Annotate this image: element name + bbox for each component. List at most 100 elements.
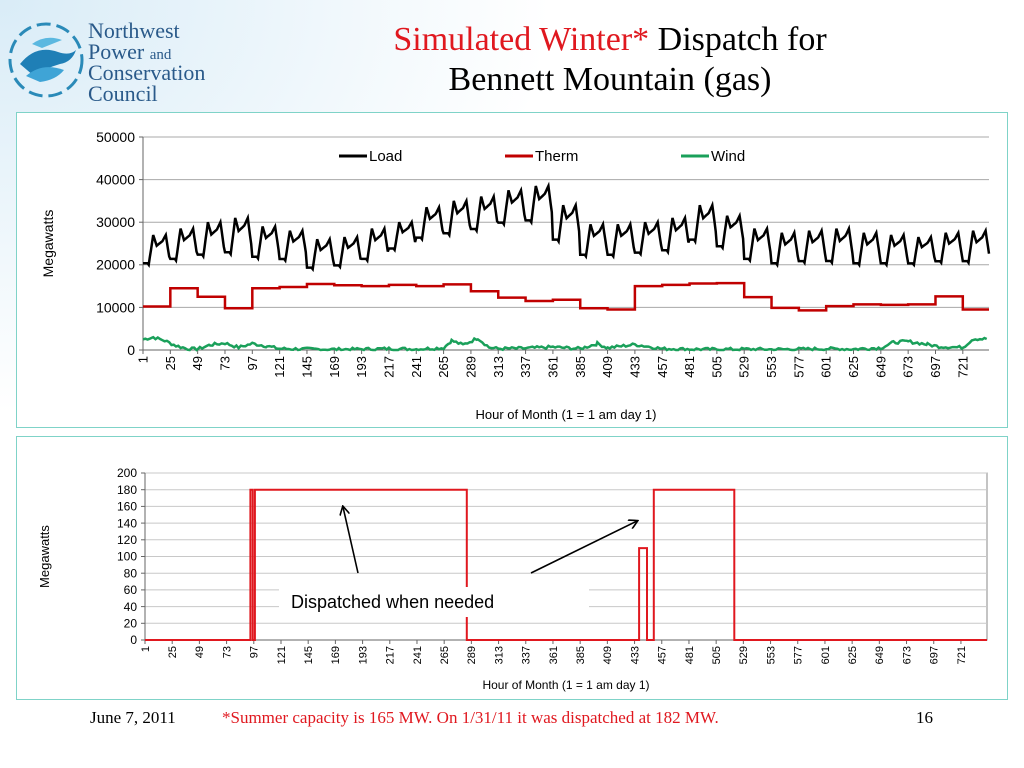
x-axis-label: Hour of Month (1 = 1 am day 1) xyxy=(475,407,656,422)
x-tick-label: 601 xyxy=(819,356,834,378)
y-tick-label: 0 xyxy=(127,342,135,358)
x-tick-label: 721 xyxy=(956,646,968,664)
x-tick-label: 265 xyxy=(439,646,451,664)
x-tick-label: 73 xyxy=(221,646,233,658)
x-tick-label: 145 xyxy=(303,646,315,664)
x-tick-label: 721 xyxy=(955,356,970,378)
logo-line-2-main: Power xyxy=(88,39,145,64)
x-tick-label: 25 xyxy=(163,356,178,370)
dispatch-series-line xyxy=(145,488,987,641)
x-tick-label: 409 xyxy=(600,356,615,378)
page-number: 16 xyxy=(916,708,933,727)
x-tick-label: 241 xyxy=(409,356,424,378)
title-line-2: Bennett Mountain (gas) xyxy=(448,61,772,98)
logo-line-4: Council xyxy=(88,81,158,106)
x-tick-label: 289 xyxy=(463,356,478,378)
x-tick-label: 409 xyxy=(602,646,614,664)
y-tick-label: 40000 xyxy=(96,172,135,188)
x-tick-label: 505 xyxy=(711,646,723,664)
logo-line-3: Conservation xyxy=(88,60,206,85)
y-axis-label: Megawatts xyxy=(40,210,56,278)
annotation-arrow-left xyxy=(343,507,359,574)
y-tick-label: 180 xyxy=(117,483,137,497)
x-tick-label: 361 xyxy=(545,356,560,378)
y-tick-label: 160 xyxy=(117,500,137,514)
logo-line-1: Northwest xyxy=(88,18,180,43)
y-tick-label: 140 xyxy=(117,516,137,530)
x-tick-label: 1 xyxy=(136,356,151,363)
x-tick-label: 457 xyxy=(657,646,669,664)
load-series-line xyxy=(143,181,991,273)
x-tick-label: 193 xyxy=(357,646,369,664)
x-tick-label: 601 xyxy=(820,646,832,664)
x-tick-label: 553 xyxy=(765,646,777,664)
logo-line-2-small: and xyxy=(149,47,172,63)
x-tick-label: 505 xyxy=(709,356,724,378)
x-tick-label: 169 xyxy=(327,356,342,378)
y-tick-label: 60 xyxy=(124,583,138,597)
x-tick-label: 457 xyxy=(655,356,670,378)
x-tick-label: 121 xyxy=(272,356,287,378)
x-tick-label: 433 xyxy=(629,646,641,664)
y-tick-label: 50000 xyxy=(96,129,135,145)
x-tick-label: 49 xyxy=(194,646,206,658)
x-tick-label: 193 xyxy=(354,356,369,378)
y-axis-label: Megawatts xyxy=(37,525,52,588)
logo-line-2: Power and xyxy=(88,41,171,66)
x-tick-label: 361 xyxy=(548,646,560,664)
bennett-dispatch-chart-panel: 0 20 40 60 80 100 120 140 160 180 200 1 25 49 73 97 121 1… xyxy=(16,436,1008,700)
x-tick-label: 289 xyxy=(466,646,478,664)
x-tick-label: 385 xyxy=(575,646,587,664)
system-dispatch-chart: 0 10000 20000 30000 40000 50000 1 25 49 73 97 121 14… xyxy=(40,129,991,422)
y-tick-label: 20 xyxy=(124,617,138,631)
x-tick-label: 577 xyxy=(791,356,806,378)
y-tick-label: 0 xyxy=(130,633,137,647)
x-tick-label: 649 xyxy=(874,646,886,664)
x-tick-label: 169 xyxy=(330,646,342,664)
legend-label-load: Load xyxy=(369,148,402,165)
x-tick-label: 121 xyxy=(276,646,288,664)
x-tick-label: 529 xyxy=(738,646,750,664)
y-tick-label: 20000 xyxy=(96,257,135,273)
y-tick-label: 200 xyxy=(117,466,137,480)
x-tick-label: 97 xyxy=(245,356,260,370)
legend-label-wind: Wind xyxy=(711,148,745,165)
title-rest: Dispatch for xyxy=(649,21,827,58)
x-tick-label: 25 xyxy=(167,646,179,658)
annotation-label: Dispatched when needed xyxy=(291,592,494,612)
y-tick-label: 30000 xyxy=(96,214,135,230)
x-tick-label: 625 xyxy=(847,646,859,664)
x-tick-label: 577 xyxy=(793,646,805,664)
legend-label-therm: Therm xyxy=(535,148,578,165)
y-tick-label: 120 xyxy=(117,533,137,547)
x-tick-label: 481 xyxy=(684,646,696,664)
wind-series-line xyxy=(142,335,988,352)
x-tick-label: 673 xyxy=(901,646,913,664)
slide-title: Simulated Winter* Dispatch for Bennett M… xyxy=(300,20,920,100)
x-tick-label: 313 xyxy=(493,646,505,664)
x-tick-label: 649 xyxy=(873,356,888,378)
x-tick-label: 241 xyxy=(412,646,424,664)
footer-note: *Summer capacity is 165 MW. On 1/31/11 i… xyxy=(222,708,719,727)
system-dispatch-chart-panel: 0 10000 20000 30000 40000 50000 1 25 49 73 97 121 14… xyxy=(16,112,1008,428)
x-tick-label: 529 xyxy=(737,356,752,378)
x-tick-label: 217 xyxy=(385,646,397,664)
annotation-arrow-right xyxy=(530,521,637,574)
x-tick-label: 481 xyxy=(682,356,697,378)
x-tick-label: 145 xyxy=(300,356,315,378)
council-logo: Northwest Power and Conservation Council xyxy=(6,14,246,109)
bennett-dispatch-chart: 0 20 40 60 80 100 120 140 160 180 200 1 25 49 73 97 121 1… xyxy=(37,466,988,692)
x-tick-label: 697 xyxy=(929,646,941,664)
x-tick-label: 385 xyxy=(573,356,588,378)
x-tick-label: 49 xyxy=(190,356,205,370)
y-tick-label: 80 xyxy=(124,566,138,580)
x-tick-label: 73 xyxy=(218,356,233,370)
y-tick-label: 10000 xyxy=(96,299,135,315)
x-tick-label: 97 xyxy=(249,646,261,658)
x-tick-label: 697 xyxy=(928,356,943,378)
footer-date: June 7, 2011 xyxy=(90,708,176,727)
title-line-1: Simulated Winter* Dispatch for xyxy=(300,20,920,60)
x-tick-label: 433 xyxy=(627,356,642,378)
y-tick-label: 40 xyxy=(124,600,138,614)
y-tick-label: 100 xyxy=(117,550,137,564)
